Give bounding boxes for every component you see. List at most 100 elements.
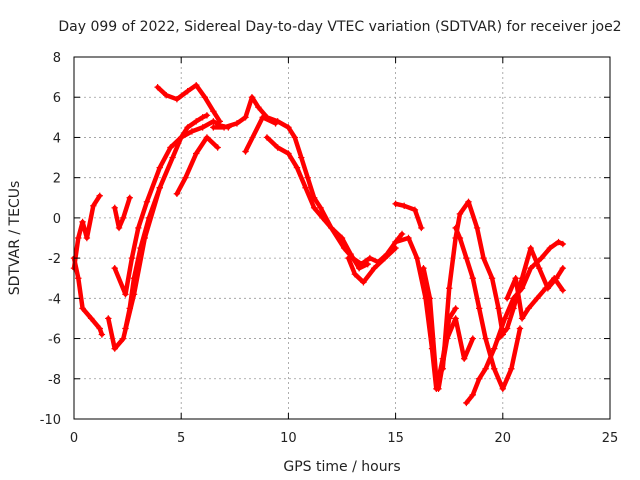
- data-point: [143, 198, 151, 205]
- data-point: [411, 206, 419, 214]
- data-point: [83, 234, 91, 242]
- data-point: [525, 305, 532, 312]
- y-axis-label: SDTVAR / TECUs: [7, 181, 23, 296]
- data-point: [351, 271, 359, 278]
- data-point: [203, 134, 211, 141]
- series-trace-b: [70, 254, 106, 338]
- data-point: [87, 315, 95, 322]
- series-trace: [123, 185, 163, 331]
- series-trace-i: [210, 94, 406, 268]
- data-point: [216, 118, 223, 125]
- data-point: [126, 305, 133, 312]
- data-point: [400, 202, 408, 210]
- data-point: [248, 94, 256, 101]
- data-point: [516, 325, 524, 332]
- y-tick-label: 4: [53, 131, 61, 146]
- data-point: [499, 385, 506, 393]
- data-point: [199, 124, 206, 131]
- data-point: [162, 92, 170, 99]
- y-tick-label: -4: [48, 292, 61, 307]
- data-point: [503, 295, 511, 302]
- data-point: [452, 315, 459, 322]
- data-point: [465, 198, 472, 205]
- data-point: [482, 365, 489, 372]
- data-point: [491, 365, 498, 372]
- data-point: [156, 164, 163, 171]
- series-trace: [174, 135, 220, 197]
- data-point: [338, 234, 346, 242]
- data-point: [469, 275, 476, 282]
- data-point: [495, 335, 502, 342]
- data-point: [510, 305, 517, 312]
- data-point: [111, 264, 118, 272]
- data-point: [476, 375, 483, 382]
- data-point: [392, 244, 399, 252]
- series-trace: [453, 225, 523, 392]
- data-point: [347, 250, 354, 258]
- series-trace-q: [463, 238, 567, 407]
- x-tick-label: 0: [70, 431, 78, 446]
- data-point: [203, 112, 211, 119]
- data-point: [242, 148, 249, 155]
- data-point: [473, 224, 481, 232]
- y-tick-label: -6: [48, 333, 61, 348]
- series-trace: [71, 255, 105, 337]
- plot-frame: [73, 56, 611, 420]
- data-point: [446, 285, 453, 292]
- x-tick-label: 20: [495, 431, 512, 446]
- data-point: [220, 124, 228, 131]
- data-point: [364, 260, 371, 268]
- data-point: [304, 174, 311, 181]
- x-tick-label: 15: [387, 431, 404, 446]
- data-point: [173, 190, 181, 197]
- y-tick-label: 0: [53, 212, 61, 227]
- data-point: [178, 134, 185, 141]
- data-point: [518, 275, 526, 282]
- y-tick-label: -8: [48, 373, 61, 388]
- data-point: [405, 234, 412, 242]
- series-trace: [346, 245, 398, 285]
- data-point: [111, 345, 118, 352]
- data-point: [167, 144, 174, 151]
- data-point: [553, 275, 560, 282]
- data-point: [463, 399, 470, 407]
- data-point: [508, 365, 515, 372]
- series-trace: [106, 113, 210, 351]
- data-point: [255, 104, 262, 111]
- data-point: [156, 184, 163, 191]
- data-point: [120, 214, 127, 222]
- data-point: [154, 83, 161, 91]
- data-point: [392, 200, 399, 208]
- series-trace-j: [263, 134, 371, 272]
- chart-title: Day 099 of 2022, Sidereal Day-to-day VTE…: [58, 19, 621, 35]
- data-point: [476, 305, 483, 312]
- series-trace-a: [70, 192, 103, 272]
- data-point: [285, 150, 292, 157]
- data-point: [469, 391, 476, 399]
- data-point: [559, 287, 567, 294]
- data-point: [79, 218, 86, 226]
- data-point: [463, 254, 470, 262]
- data-point: [182, 174, 189, 181]
- data-point: [461, 355, 468, 362]
- data-point: [188, 128, 196, 135]
- data-point: [366, 254, 374, 262]
- data-point: [79, 305, 86, 312]
- data-point: [495, 305, 502, 312]
- series-trace-g: [173, 134, 221, 197]
- data-point: [96, 192, 103, 199]
- data-point: [193, 81, 200, 89]
- data-point: [233, 120, 241, 127]
- data-point: [98, 331, 106, 338]
- series-trace: [264, 135, 370, 271]
- data-point: [128, 254, 136, 262]
- data-point: [96, 325, 103, 332]
- x-tick-label: 10: [280, 431, 297, 446]
- data-point: [169, 154, 176, 161]
- data-point: [111, 204, 118, 212]
- data-point: [503, 325, 511, 332]
- series-trace-h: [154, 81, 223, 125]
- data-point: [105, 315, 112, 322]
- data-point: [544, 285, 552, 292]
- data-point: [126, 194, 133, 201]
